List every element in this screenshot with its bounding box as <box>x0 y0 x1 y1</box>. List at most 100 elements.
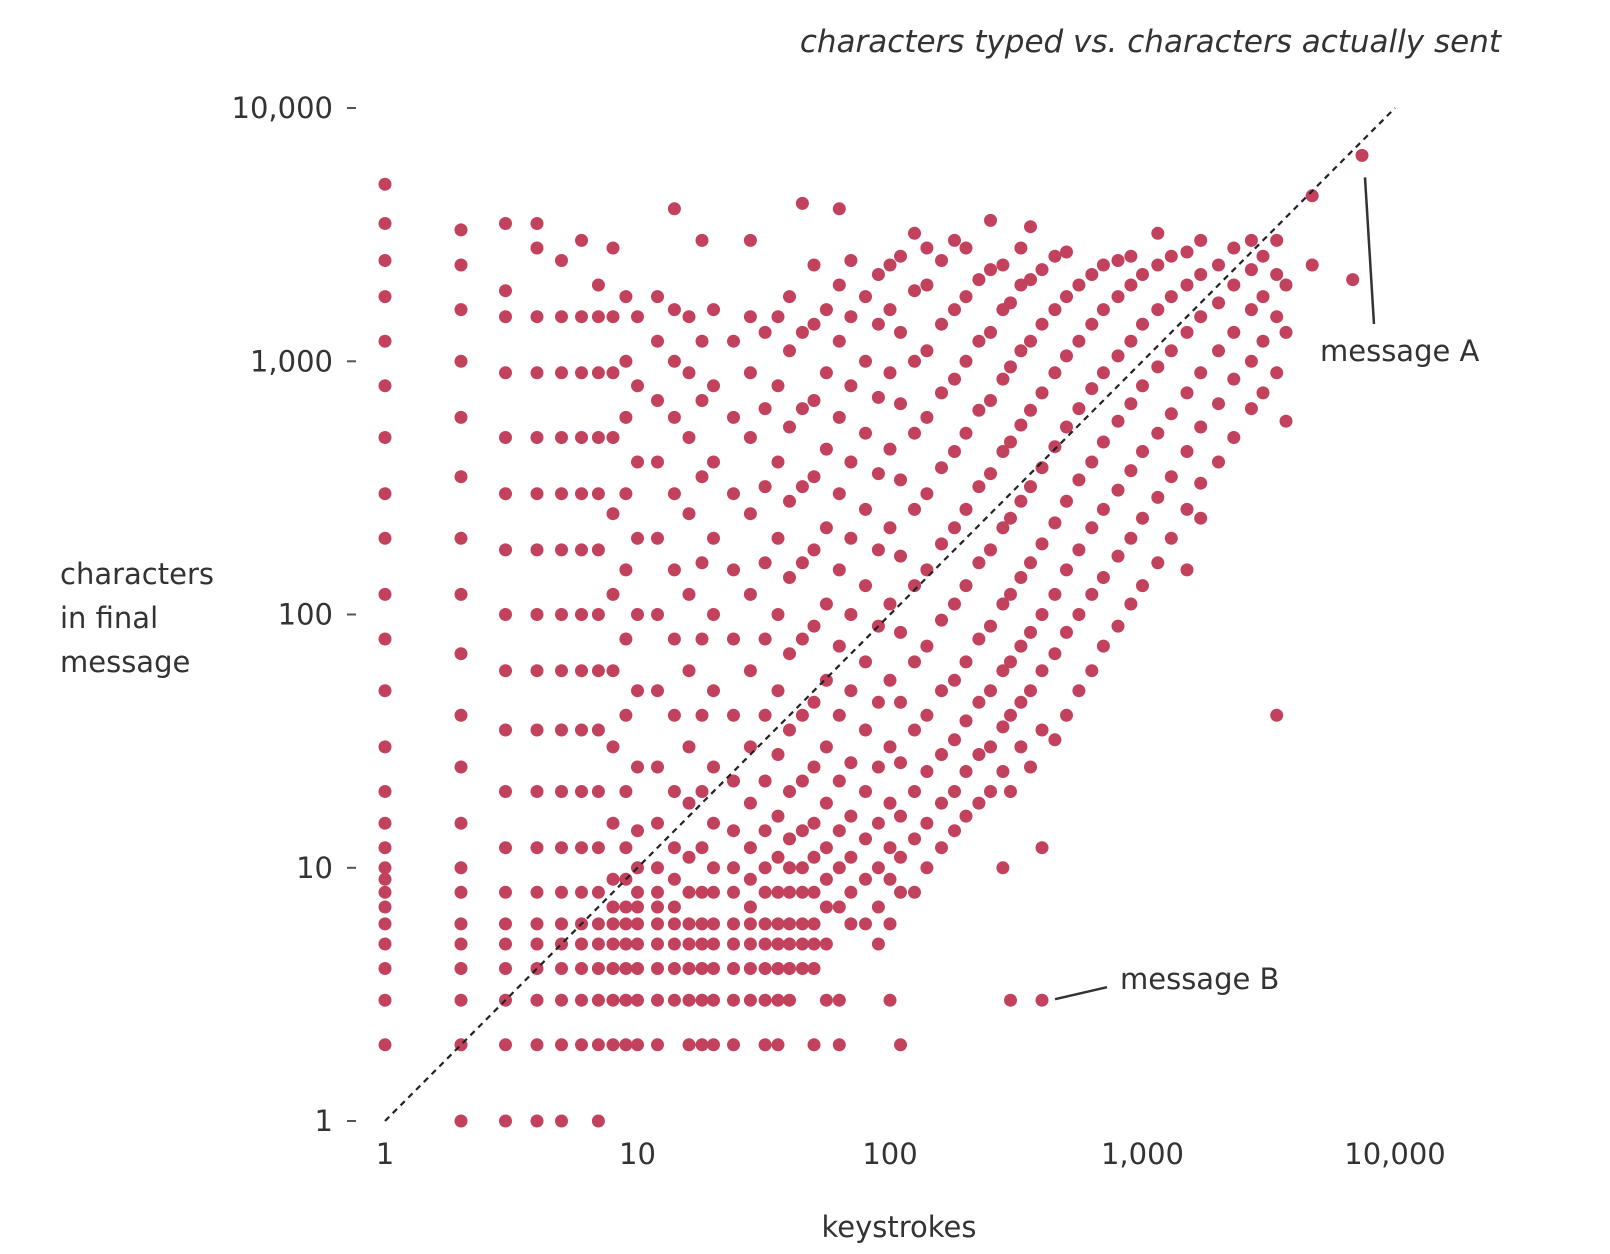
data-point <box>832 1038 846 1052</box>
data-point <box>591 608 605 621</box>
data-point <box>499 917 512 931</box>
data-point <box>606 937 620 951</box>
data-point <box>844 756 858 770</box>
data-point <box>1111 483 1125 497</box>
data-point <box>575 431 588 444</box>
data-point <box>996 861 1010 875</box>
data-point <box>378 531 392 545</box>
data-point <box>575 487 588 501</box>
data-point <box>1024 220 1037 234</box>
reference-line <box>384 107 1396 1122</box>
data-point <box>795 196 809 210</box>
data-point <box>1279 325 1293 339</box>
data-point <box>619 708 633 722</box>
data-point <box>651 861 664 875</box>
data-point <box>1004 296 1017 310</box>
data-point <box>1024 334 1037 348</box>
data-point <box>606 900 620 914</box>
data-point <box>743 587 757 601</box>
data-point <box>783 832 796 846</box>
data-point <box>935 317 948 331</box>
data-point <box>894 695 907 709</box>
data-point <box>1270 310 1284 324</box>
data-point <box>454 354 468 368</box>
data-point <box>682 1038 696 1052</box>
data-point <box>771 748 785 761</box>
data-point <box>682 917 696 931</box>
data-point <box>1227 372 1241 386</box>
data-point <box>1194 420 1208 434</box>
data-point <box>378 254 392 267</box>
data-point <box>619 632 633 646</box>
data-point <box>1004 587 1017 601</box>
data-point <box>575 608 588 621</box>
data-point <box>1014 278 1028 292</box>
data-point <box>1180 386 1194 400</box>
data-point <box>996 521 1010 535</box>
data-point <box>959 290 973 304</box>
data-point <box>832 639 846 653</box>
data-point <box>948 785 961 798</box>
data-point <box>894 549 907 563</box>
data-point <box>530 217 544 230</box>
data-point <box>1024 684 1037 698</box>
y-axis-label-line-1: characters <box>60 557 214 591</box>
data-point <box>1256 290 1270 304</box>
data-point <box>1244 303 1258 317</box>
data-point <box>743 233 757 247</box>
data-point <box>844 254 858 267</box>
data-point <box>972 796 986 810</box>
data-point <box>1035 841 1049 855</box>
message-a-leader-line <box>1363 177 1376 325</box>
y-tick-label: 100 <box>278 598 333 632</box>
data-point <box>575 962 588 975</box>
data-point <box>530 1114 544 1128</box>
data-point <box>591 664 605 678</box>
data-point <box>530 664 544 678</box>
data-point <box>871 760 885 774</box>
data-point <box>844 310 858 324</box>
data-point <box>378 632 392 646</box>
data-point <box>667 993 681 1007</box>
data-point <box>1256 249 1270 263</box>
data-point <box>795 480 809 494</box>
data-point <box>707 861 720 875</box>
data-point <box>530 841 544 855</box>
data-point <box>454 587 468 601</box>
data-point <box>1124 249 1138 263</box>
data-point <box>795 708 809 722</box>
data-point <box>948 673 961 687</box>
data-point <box>883 872 897 886</box>
data-point <box>1072 278 1086 292</box>
data-point <box>727 861 740 875</box>
data-point <box>972 403 986 417</box>
data-point <box>883 796 897 810</box>
data-point <box>908 655 921 669</box>
data-point <box>935 613 948 627</box>
data-point <box>832 278 846 292</box>
data-point <box>783 571 796 584</box>
data-point <box>771 455 785 469</box>
data-point <box>682 937 696 951</box>
data-point <box>883 366 897 380</box>
data-point <box>859 579 872 593</box>
data-point <box>894 809 907 823</box>
data-point <box>844 608 858 621</box>
data-point <box>378 290 392 304</box>
data-point <box>807 885 821 899</box>
data-point <box>631 993 644 1007</box>
data-point <box>1060 245 1073 259</box>
data-point <box>807 695 821 709</box>
data-point <box>631 310 644 324</box>
data-point <box>743 962 757 975</box>
data-point <box>844 684 858 698</box>
data-point <box>819 937 833 951</box>
data-point <box>1004 511 1017 525</box>
data-point <box>935 537 948 551</box>
data-point <box>807 962 821 975</box>
data-point <box>575 841 588 855</box>
data-point <box>651 885 664 899</box>
data-point <box>935 748 948 761</box>
data-point <box>667 900 681 914</box>
data-point <box>1085 268 1099 281</box>
